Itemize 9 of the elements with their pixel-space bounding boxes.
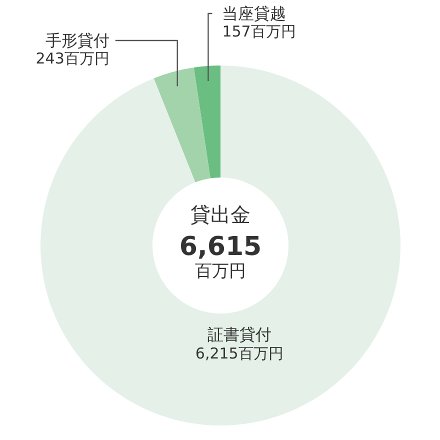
slice-label: 手形貸付: [45, 31, 110, 50]
slice-label: 証書貸付: [207, 325, 272, 344]
data-label: 157百万円: [222, 22, 296, 40]
data-label: 243百万円: [36, 50, 110, 68]
text: 百万円: [195, 262, 246, 282]
text: 貸出金: [190, 202, 250, 226]
text: 6,615: [179, 232, 262, 262]
data-label: 6,215百万円: [195, 344, 284, 363]
slice-label: 当座貸越: [222, 4, 286, 23]
